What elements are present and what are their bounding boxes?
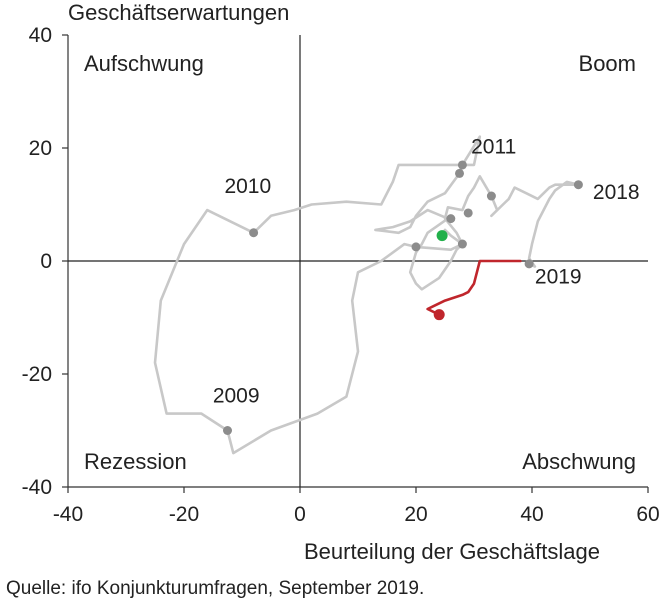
data-point [446, 214, 456, 224]
data-point [524, 259, 534, 269]
data-point [486, 191, 496, 201]
y-tick-label: 0 [40, 250, 52, 273]
quadrant-label-boom: Boom [579, 51, 636, 76]
year-label: 2018 [593, 181, 640, 204]
x-tick-label: 0 [294, 503, 306, 526]
x-tick-label: -20 [169, 503, 199, 526]
source-note: Quelle: ifo Konjunkturumfragen, Septembe… [6, 578, 425, 599]
data-point [573, 180, 583, 190]
year-label: 2019 [535, 266, 582, 289]
data-point [455, 168, 464, 178]
data-point [457, 239, 467, 249]
x-axis-title: Beurteilung der Geschäftslage [304, 539, 600, 564]
series-line-1 [226, 175, 580, 455]
quadrant-label-abschwung: Abschwung [522, 449, 636, 474]
y-tick-label: -20 [22, 363, 52, 386]
x-tick-label: 20 [404, 503, 427, 526]
quadrant-label-aufschwung: Aufschwung [84, 51, 204, 76]
y-tick-label: -40 [22, 476, 52, 499]
data-point [433, 309, 445, 321]
data-point [463, 208, 473, 218]
series-line-3 [426, 259, 522, 317]
business-cycle-chart: -40 -20 0 20 40 60 40 20 0 -20 -40 Aufschwung Boom Re… [22, 24, 660, 526]
x-tick-label: 60 [636, 503, 659, 526]
data-point [457, 160, 467, 170]
data-point [249, 228, 259, 238]
year-label: 2009 [213, 384, 260, 407]
x-tick-label: -40 [53, 503, 83, 526]
data-point [223, 426, 232, 435]
data-point [411, 242, 421, 252]
data-point [436, 230, 448, 242]
x-tick-label: 40 [520, 503, 543, 526]
y-tick-label: 20 [29, 137, 52, 160]
y-tick-label: 40 [29, 24, 52, 47]
series-line-2 [153, 135, 482, 432]
y-axis-title: Geschäftserwartungen [68, 0, 290, 25]
quadrant-label-rezession: Rezession [84, 449, 187, 474]
year-label: 2011 [471, 136, 516, 159]
year-label: 2010 [224, 175, 271, 198]
